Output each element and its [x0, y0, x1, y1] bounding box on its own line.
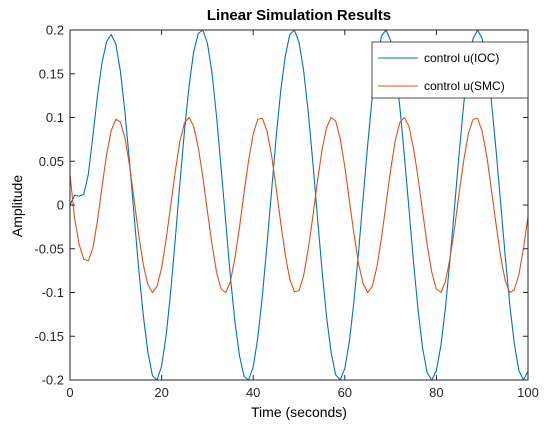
legend: control u(IOC) control u(SMC): [371, 41, 529, 99]
legend-label-smc: control u(SMC): [424, 79, 505, 93]
x-tick-label: 80: [429, 385, 443, 400]
y-tick-label: -0.2: [42, 373, 64, 388]
y-tick-label: 0.15: [39, 66, 64, 81]
series-line-ioc: [69, 29, 529, 381]
x-tick-label: 0: [66, 385, 73, 400]
plot-frame: [69, 29, 529, 381]
chart-title: Linear Simulation Results: [207, 7, 391, 24]
y-tick-label: -0.05: [34, 241, 64, 256]
y-tick-label: 0: [57, 198, 64, 213]
y-tick-label: -0.1: [42, 285, 64, 300]
x-axis-label: Time (seconds): [251, 404, 347, 420]
ticks-layer: 0 20 40 60 80 100 -0.2 -0.15 -0.1 -0.05 0 0.05 0.1 0.…: [34, 23, 538, 401]
x-tick-label: 20: [154, 385, 168, 400]
y-tick-label: -0.15: [34, 329, 64, 344]
y-tick-label: 0.2: [46, 23, 64, 38]
legend-box: [371, 41, 529, 99]
y-tick-label: 0.1: [46, 110, 64, 125]
x-tick-label: 60: [338, 385, 352, 400]
series-layer: [69, 29, 529, 381]
series-line-smc: [69, 116, 529, 294]
x-tick-label: 40: [246, 385, 260, 400]
y-axis-label: Amplitude: [9, 175, 25, 237]
legend-label-ioc: control u(IOC): [424, 51, 499, 65]
x-tick-label: 100: [517, 385, 539, 400]
y-tick-label: 0.05: [39, 154, 64, 169]
